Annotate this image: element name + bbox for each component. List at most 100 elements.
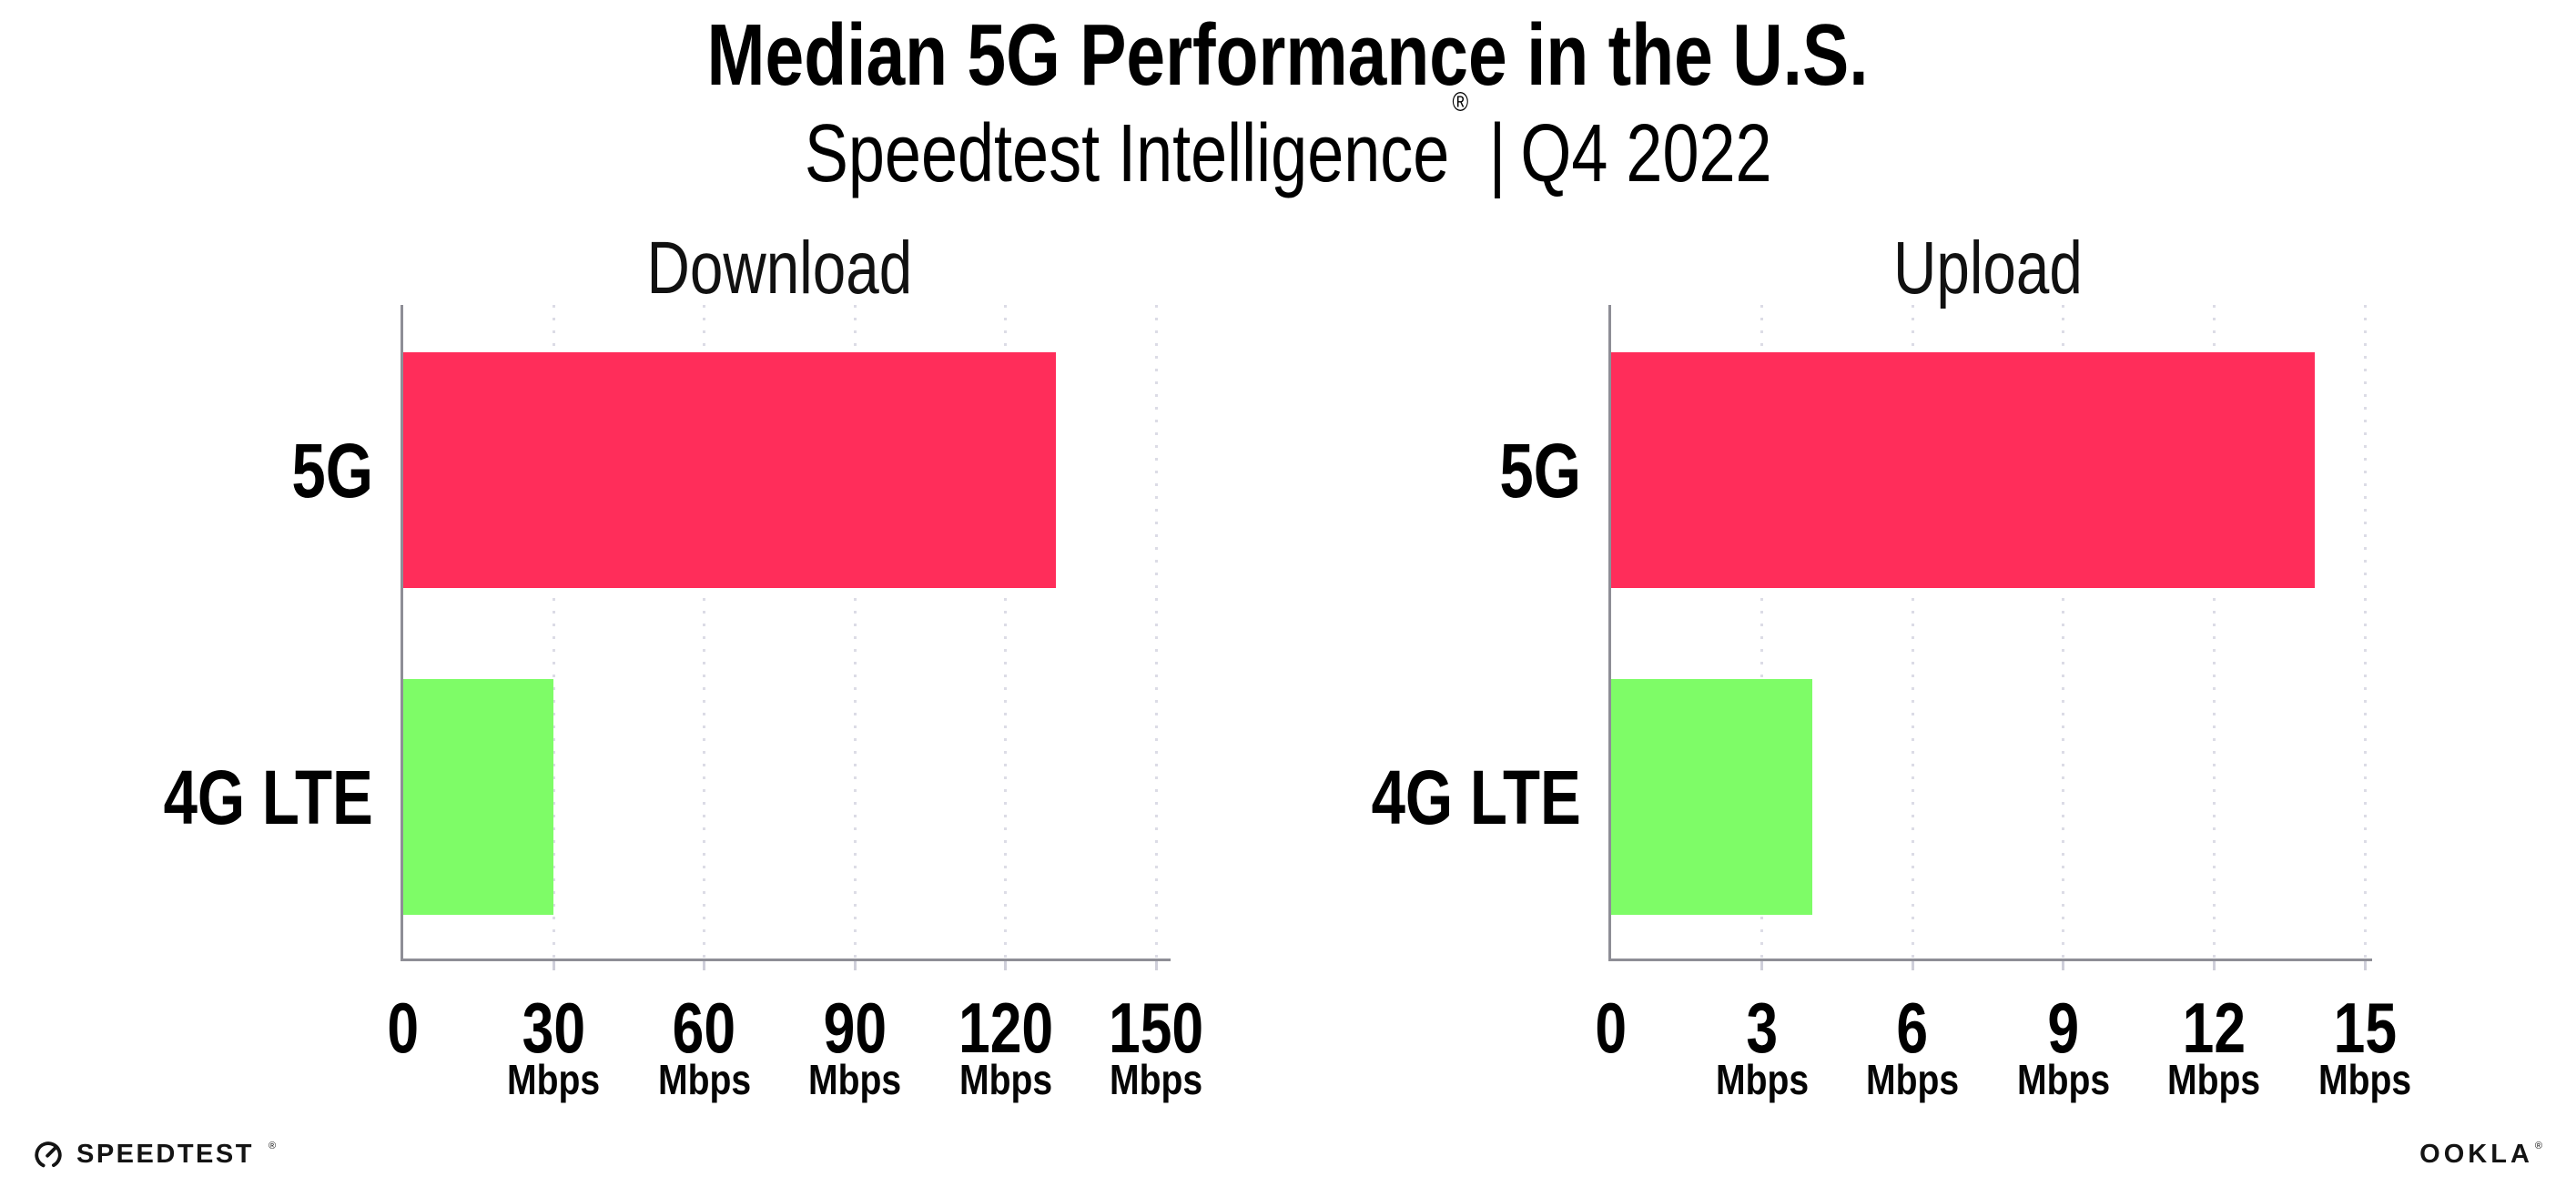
download-tick-unit-150: Mbps bbox=[1038, 1059, 1274, 1101]
download-tick-mark-90 bbox=[853, 961, 857, 970]
download-tick-mark-120 bbox=[1004, 961, 1008, 970]
registered-trademark-symbol: ® bbox=[1452, 87, 1469, 117]
download-tick-value-120: 120 bbox=[958, 988, 1053, 1068]
upload-tick-unit-text-6: Mbps bbox=[1866, 1056, 1960, 1103]
upload-tick-label-12: 12 bbox=[2095, 992, 2332, 1063]
upload-y-axis bbox=[1608, 305, 1611, 961]
upload-gridline-6 bbox=[1911, 305, 1914, 959]
download-tick-unit-30: Mbps bbox=[435, 1059, 672, 1101]
download-gridline-90 bbox=[853, 305, 857, 959]
upload-bar-5g bbox=[1611, 352, 2315, 588]
download-tick-unit-120: Mbps bbox=[887, 1059, 1124, 1101]
upload-tick-unit-text-9: Mbps bbox=[2016, 1056, 2110, 1103]
download-chart-title: Download bbox=[416, 227, 1144, 309]
download-tick-unit-text-90: Mbps bbox=[808, 1056, 902, 1103]
download-tick-value-30: 30 bbox=[522, 988, 586, 1068]
download-tick-mark-30 bbox=[552, 961, 555, 970]
upload-gridline-15 bbox=[2363, 305, 2367, 959]
upload-tick-label-15: 15 bbox=[2246, 992, 2483, 1063]
upload-tick-unit-6: Mbps bbox=[1794, 1059, 2031, 1101]
download-tick-value-0: 0 bbox=[387, 988, 420, 1068]
download-tick-label-0: 0 bbox=[285, 992, 522, 1063]
speedtest-gauge-icon bbox=[35, 1141, 62, 1169]
download-category-text-5g: 5G bbox=[291, 427, 373, 513]
download-y-axis bbox=[401, 305, 403, 961]
subtitle-brand: Speedtest Intelligence bbox=[804, 108, 1450, 199]
upload-category-text-5g: 5G bbox=[1499, 427, 1581, 513]
download-tick-mark-60 bbox=[703, 961, 706, 970]
download-tick-label-60: 60 bbox=[586, 992, 823, 1063]
upload-category-label-5g: 5G bbox=[1126, 432, 1581, 509]
ookla-logo: OOKLA ® bbox=[2419, 1138, 2542, 1171]
download-gridline-120 bbox=[1004, 305, 1008, 959]
download-gridline-150 bbox=[1154, 305, 1158, 959]
speedtest-wordmark: SPEEDTEST bbox=[76, 1139, 254, 1169]
page-title: Median 5G Performance in the U.S. bbox=[0, 9, 2576, 102]
gauge-needle bbox=[46, 1146, 57, 1158]
upload-tick-unit-text-3: Mbps bbox=[1715, 1056, 1809, 1103]
upload-x-axis bbox=[1608, 959, 2372, 961]
download-tick-unit-90: Mbps bbox=[736, 1059, 973, 1101]
upload-tick-unit-3: Mbps bbox=[1644, 1059, 1881, 1101]
upload-gridline-9 bbox=[2062, 305, 2065, 959]
upload-tick-unit-15: Mbps bbox=[2246, 1059, 2483, 1101]
download-category-label-4g-lte: 4G LTE bbox=[0, 759, 373, 836]
download-chart-title-text: Download bbox=[646, 227, 913, 309]
page-subtitle: Speedtest Intelligence® | Q4 2022 bbox=[0, 88, 2576, 199]
upload-tick-mark-12 bbox=[2212, 961, 2216, 970]
upload-tick-value-3: 3 bbox=[1746, 988, 1778, 1068]
upload-tick-label-0: 0 bbox=[1493, 992, 1729, 1063]
upload-tick-label-6: 6 bbox=[1794, 992, 2031, 1063]
download-tick-value-90: 90 bbox=[823, 988, 887, 1068]
download-tick-mark-150 bbox=[1154, 961, 1158, 970]
subtitle-separator: | bbox=[1488, 108, 1506, 199]
upload-tick-value-9: 9 bbox=[2047, 988, 2080, 1068]
download-tick-unit-text-60: Mbps bbox=[657, 1056, 751, 1103]
upload-category-label-4g-lte: 4G LTE bbox=[1126, 759, 1581, 836]
upload-bar-4g-lte bbox=[1611, 679, 1812, 915]
download-tick-unit-60: Mbps bbox=[586, 1059, 823, 1101]
upload-tick-unit-12: Mbps bbox=[2095, 1059, 2332, 1101]
subtitle-period: Q4 2022 bbox=[1520, 108, 1772, 199]
ookla-registered-symbol: ® bbox=[2534, 1141, 2542, 1151]
upload-tick-unit-9: Mbps bbox=[1945, 1059, 2182, 1101]
upload-tick-mark-3 bbox=[1760, 961, 1764, 970]
download-tick-label-120: 120 bbox=[887, 992, 1124, 1063]
download-x-axis bbox=[401, 959, 1171, 961]
upload-tick-mark-15 bbox=[2363, 961, 2367, 970]
upload-chart-title: Upload bbox=[1624, 227, 2352, 309]
download-tick-value-150: 150 bbox=[1108, 988, 1204, 1068]
upload-tick-value-15: 15 bbox=[2333, 988, 2397, 1068]
upload-tick-value-12: 12 bbox=[2182, 988, 2246, 1068]
download-bar-5g bbox=[403, 352, 1056, 588]
upload-gridline-12 bbox=[2212, 305, 2216, 959]
download-tick-unit-text-120: Mbps bbox=[958, 1056, 1052, 1103]
page-subtitle-text: Speedtest Intelligence® | Q4 2022 bbox=[804, 88, 1772, 199]
download-category-label-5g: 5G bbox=[0, 432, 373, 509]
upload-tick-unit-text-12: Mbps bbox=[2167, 1056, 2261, 1103]
speedtest-registered-symbol: ® bbox=[268, 1141, 277, 1151]
download-tick-label-90: 90 bbox=[736, 992, 973, 1063]
upload-chart-title-text: Upload bbox=[1893, 227, 2083, 309]
download-category-text-4g-lte: 4G LTE bbox=[163, 754, 373, 840]
upload-tick-label-3: 3 bbox=[1644, 992, 1881, 1063]
upload-tick-label-9: 9 bbox=[1945, 992, 2182, 1063]
download-gridline-30 bbox=[552, 305, 555, 959]
upload-tick-unit-text-15: Mbps bbox=[2317, 1056, 2412, 1103]
download-gridline-60 bbox=[703, 305, 706, 959]
download-tick-label-30: 30 bbox=[435, 992, 672, 1063]
download-bar-4g-lte bbox=[403, 679, 554, 915]
upload-tick-mark-6 bbox=[1911, 961, 1914, 970]
ookla-wordmark: OOKLA bbox=[2419, 1139, 2533, 1169]
upload-tick-value-6: 6 bbox=[1896, 988, 1929, 1068]
download-tick-unit-text-30: Mbps bbox=[507, 1056, 601, 1103]
upload-gridline-3 bbox=[1760, 305, 1764, 959]
upload-tick-mark-9 bbox=[2062, 961, 2065, 970]
download-tick-unit-text-150: Mbps bbox=[1109, 1056, 1203, 1103]
download-tick-value-60: 60 bbox=[673, 988, 736, 1068]
page-title-text: Median 5G Performance in the U.S. bbox=[706, 6, 1870, 104]
upload-tick-value-0: 0 bbox=[1595, 988, 1628, 1068]
download-tick-label-150: 150 bbox=[1038, 992, 1274, 1063]
upload-category-text-4g-lte: 4G LTE bbox=[1371, 754, 1581, 840]
